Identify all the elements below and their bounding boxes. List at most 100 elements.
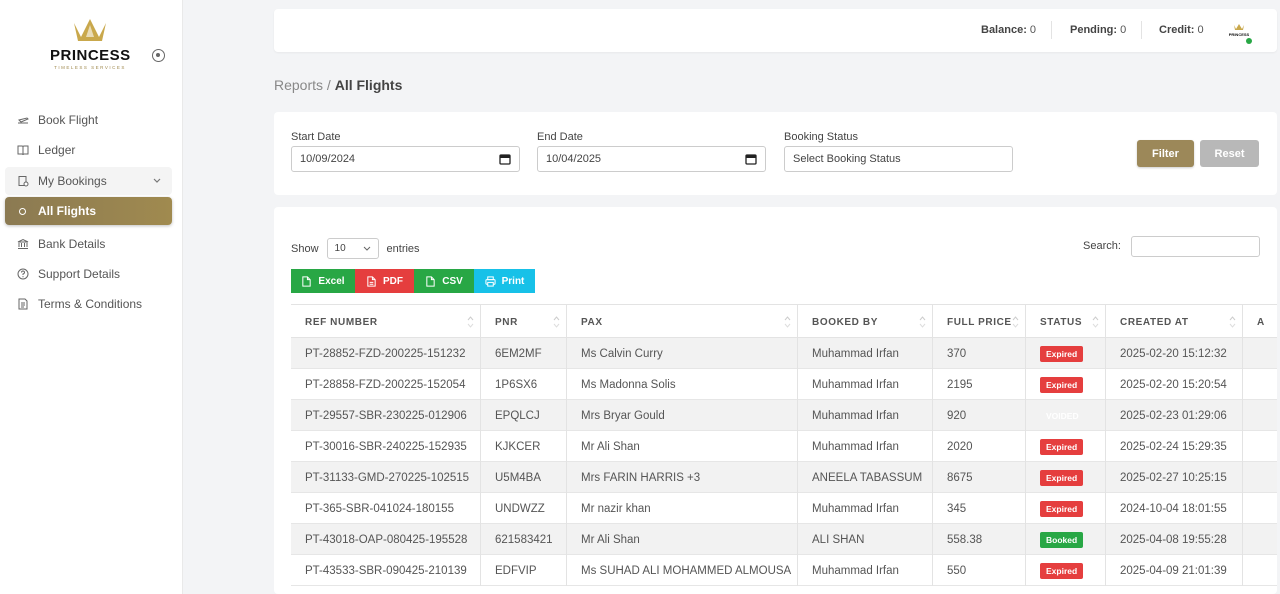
sidebar-item-label: All Flights xyxy=(38,204,96,218)
cell-actions[interactable] xyxy=(1243,555,1277,586)
column-header-pax[interactable]: PAX xyxy=(567,305,798,339)
column-header-status[interactable]: STATUS xyxy=(1026,305,1106,339)
filter-button[interactable]: Filter xyxy=(1137,140,1194,167)
search-input[interactable] xyxy=(1131,236,1260,257)
sidebar-item-book-flight[interactable]: Book Flight xyxy=(5,106,172,134)
cell-ref-number: PT-31133-GMD-270225-102515 xyxy=(291,462,481,493)
user-avatar[interactable]: PRINCESS xyxy=(1227,19,1251,43)
cell-booked-by: ALI SHAN xyxy=(798,524,933,555)
file-icon xyxy=(426,275,435,287)
column-header-created-at[interactable]: CREATED AT xyxy=(1106,305,1243,339)
breadcrumb-parent[interactable]: Reports xyxy=(274,77,324,93)
sidebar-item-label: Ledger xyxy=(38,143,76,157)
sort-icon xyxy=(1092,316,1099,328)
table-row[interactable]: PT-31133-GMD-270225-102515 U5M4BA Mrs FARI… xyxy=(291,462,1277,493)
plane-icon xyxy=(17,114,29,126)
cell-pax: Mr Ali Shan xyxy=(567,524,798,555)
column-header-label: STATUS xyxy=(1040,316,1083,328)
booking-status-select[interactable]: Select Booking Status xyxy=(784,146,1013,172)
bank-icon xyxy=(17,238,29,250)
breadcrumb-current: All Flights xyxy=(334,77,403,93)
table-row[interactable]: PT-29557-SBR-230225-012906 EPQLCJ Mrs Brya… xyxy=(291,400,1277,431)
table-row[interactable]: PT-30016-SBR-240225-152935 KJKCER Mr Ali S… xyxy=(291,431,1277,462)
sidebar-item-terms-conditions[interactable]: Terms & Conditions xyxy=(5,290,172,318)
crown-icon xyxy=(74,19,106,41)
cell-full-price: 8675 xyxy=(933,462,1026,493)
cell-actions[interactable] xyxy=(1243,462,1277,493)
cell-actions[interactable] xyxy=(1243,369,1277,400)
table-header: REF NUMBER PNR PAX BOOKED BY FULL PRICE STATU… xyxy=(291,304,1277,339)
cell-status: Expired xyxy=(1026,431,1106,462)
status-badge: Expired xyxy=(1040,376,1084,393)
export-label: Excel xyxy=(318,275,345,287)
table-row[interactable]: PT-365-SBR-041024-180155 UNDWZZ Mr nazir k… xyxy=(291,493,1277,524)
cell-status: Expired xyxy=(1026,369,1106,400)
brand-logo[interactable]: PRINCESS TIMELESS SERVICES xyxy=(50,15,130,75)
sidebar-item-my-bookings[interactable]: My Bookings xyxy=(5,167,172,195)
sort-icon xyxy=(553,316,560,328)
cell-created-at: 2025-02-20 15:12:32 xyxy=(1106,338,1243,369)
column-header-full-price[interactable]: FULL PRICE xyxy=(933,305,1026,339)
sort-icon xyxy=(467,316,474,328)
filter-panel: Start Date 10/09/2024 End Date 10/04/202… xyxy=(274,112,1277,195)
start-date-label: Start Date xyxy=(291,131,341,143)
table-row[interactable]: PT-43533-SBR-090425-210139 EDFVIP Ms SUHAD… xyxy=(291,555,1277,586)
cell-created-at: 2025-02-27 10:25:15 xyxy=(1106,462,1243,493)
sidebar-item-bank-details[interactable]: Bank Details xyxy=(5,230,172,258)
cell-pax: Ms Madonna Solis xyxy=(567,369,798,400)
cell-ref-number: PT-29557-SBR-230225-012906 xyxy=(291,400,481,431)
calendar-icon[interactable] xyxy=(745,153,757,165)
cell-pnr: KJKCER xyxy=(481,431,567,462)
cell-full-price: 370 xyxy=(933,338,1026,369)
column-header-booked-by[interactable]: BOOKED BY xyxy=(798,305,933,339)
cell-ref-number: PT-28858-FZD-200225-152054 xyxy=(291,369,481,400)
status-badge: VOIDED xyxy=(1046,410,1079,421)
brand-tagline: TIMELESS SERVICES xyxy=(54,65,126,70)
column-header-pnr[interactable]: PNR xyxy=(481,305,567,339)
end-date-input[interactable]: 10/04/2025 xyxy=(537,146,766,172)
table-row[interactable]: PT-28858-FZD-200225-152054 1P6SX6 Ms Madon… xyxy=(291,369,1277,400)
status-badge: Booked xyxy=(1040,531,1084,548)
document-icon xyxy=(17,298,29,310)
cell-full-price: 558.38 xyxy=(933,524,1026,555)
calendar-icon[interactable] xyxy=(499,153,511,165)
credit-stat: Credit: 0 xyxy=(1159,24,1204,36)
column-header-ref-number[interactable]: REF NUMBER xyxy=(291,305,481,339)
cell-actions[interactable] xyxy=(1243,431,1277,462)
status-badge: Expired xyxy=(1040,562,1084,579)
cell-booked-by: Muhammad Irfan xyxy=(798,555,933,586)
table-row[interactable]: PT-43018-OAP-080425-195528 621583421 Mr Al… xyxy=(291,524,1277,555)
reset-button[interactable]: Reset xyxy=(1200,140,1259,167)
cell-actions[interactable] xyxy=(1243,524,1277,555)
print-button[interactable]: Print xyxy=(474,269,535,293)
cell-actions[interactable] xyxy=(1243,400,1277,431)
cell-booked-by: Muhammad Irfan xyxy=(798,338,933,369)
sidebar-item-ledger[interactable]: Ledger xyxy=(5,136,172,164)
excel-export-button[interactable]: Excel xyxy=(291,269,355,293)
sidebar-item-support-details[interactable]: Support Details xyxy=(5,260,172,288)
column-header-actions[interactable]: A xyxy=(1243,305,1277,339)
bookings-icon xyxy=(17,175,29,187)
search-label: Search: xyxy=(1083,240,1121,252)
pending-label: Pending: xyxy=(1070,24,1118,36)
cell-created-at: 2025-04-09 21:01:39 xyxy=(1106,555,1243,586)
cell-pnr: 6EM2MF xyxy=(481,338,567,369)
chevron-down-icon xyxy=(363,246,370,251)
cell-actions[interactable] xyxy=(1243,338,1277,369)
cell-status: Expired xyxy=(1026,555,1106,586)
table-row[interactable]: PT-28852-FZD-200225-151232 6EM2MF Ms Calvi… xyxy=(291,338,1277,369)
csv-export-button[interactable]: CSV xyxy=(414,269,474,293)
start-date-input[interactable]: 10/09/2024 xyxy=(291,146,520,172)
entries-select[interactable]: 10 xyxy=(326,238,379,259)
cell-actions[interactable] xyxy=(1243,493,1277,524)
cell-created-at: 2025-02-23 01:29:06 xyxy=(1106,400,1243,431)
pdf-export-button[interactable]: PDF xyxy=(355,269,414,293)
sort-icon xyxy=(1012,316,1019,328)
sidebar-toggle-icon[interactable] xyxy=(152,49,165,62)
cell-pax: Mrs FARIN HARRIS +3 xyxy=(567,462,798,493)
breadcrumb-separator: / xyxy=(323,77,335,93)
sidebar-item-all-flights[interactable]: All Flights xyxy=(5,197,172,225)
cell-booked-by: Muhammad Irfan xyxy=(798,431,933,462)
balance-label: Balance: xyxy=(981,24,1027,36)
book-icon xyxy=(17,144,29,156)
